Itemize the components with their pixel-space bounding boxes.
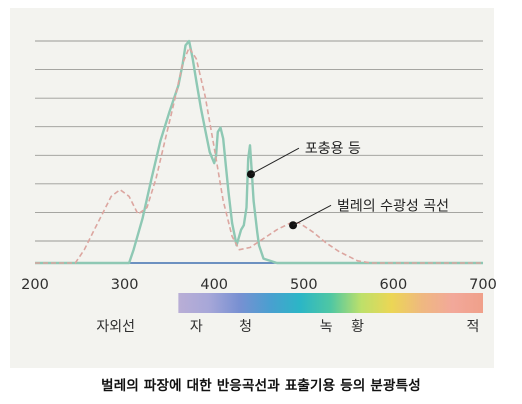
spectrum-label: 녹 [320,319,333,335]
annotation-label: 포충용 등 [305,141,361,157]
annotation-label: 벌레의 수광성 곡선 [337,198,449,214]
x-tick-label: 600 [380,277,408,293]
x-axis-ticks: 200 300 400 500 600 700 [21,277,497,293]
x-tick-label: 700 [469,277,497,293]
spectrum-label: 자 [190,319,203,335]
figure-caption: 벌레의 파장에 대한 반응곡선과 표출기용 등의 분광특성 [101,378,421,394]
series-line-insect-response [35,46,483,264]
x-tick-label: 200 [21,277,49,293]
x-tick-label: 500 [290,277,318,293]
spectrum-label: 청 [239,319,252,335]
annotation-leader [292,204,332,226]
spectrum-label: 자외선 [96,319,135,335]
x-tick-label: 300 [111,277,139,293]
annotation-leader [250,147,300,175]
x-tick-label: 400 [200,277,228,293]
spectrum-band: 자외선 자 청 녹 황 적 [96,293,484,335]
spectrum-label: 황 [351,319,364,335]
series-line-trap-lamp [35,39,483,265]
series-layer [35,39,483,265]
spectrum-label: 적 [467,319,480,335]
spectrum-color-bar [178,293,484,313]
